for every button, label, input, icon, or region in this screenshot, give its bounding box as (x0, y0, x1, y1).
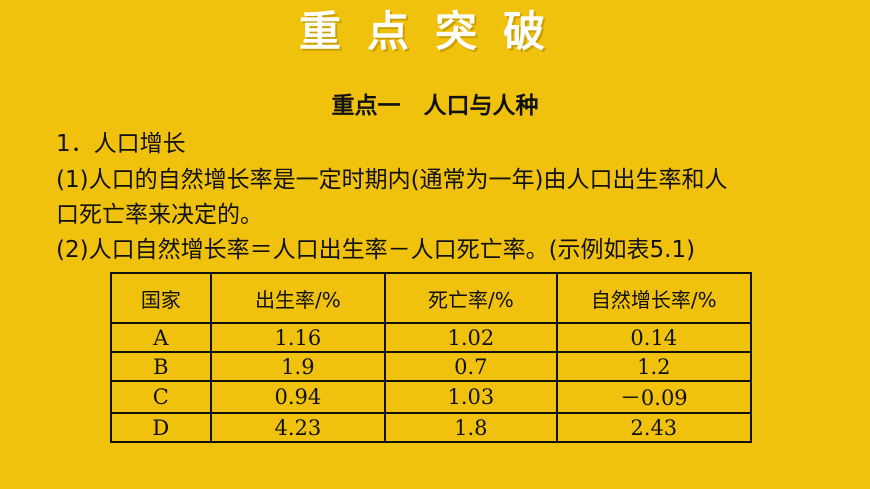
table-cell: 4.23 (209, 412, 387, 443)
table-cell: 2.43 (555, 412, 753, 443)
paragraph-line-3: (2)人口自然增长率＝人口出生率－人口死亡率。(示例如表5.1) (56, 237, 696, 263)
table-cell: －0.09 (555, 380, 753, 414)
table-row: C 0.94 1.03 －0.09 (110, 380, 753, 414)
table-cell: 1.02 (384, 322, 558, 353)
table-cell: 1.9 (209, 351, 387, 382)
table-row: D 4.23 1.8 2.43 (110, 412, 753, 443)
table-cell: 0.7 (384, 351, 558, 382)
table-cell: C (110, 380, 212, 414)
table-cell: 1.8 (384, 412, 558, 443)
table-cell: 1.03 (384, 380, 558, 414)
header-natural-growth-rate: 自然增长率/% (555, 272, 753, 324)
table-row: B 1.9 0.7 1.2 (110, 351, 753, 382)
table-cell: 1.16 (209, 322, 387, 353)
growth-rate-table: 国家 出生率/% 死亡率/% 自然增长率/% A 1.16 1.02 0.14 … (110, 272, 753, 443)
table-cell: 0.14 (555, 322, 753, 353)
paragraph-line-2: 口死亡率来决定的。 (56, 202, 263, 228)
table-cell: B (110, 351, 212, 382)
page-banner-title: 重点突破 (298, 7, 571, 56)
header-death-rate: 死亡率/% (384, 272, 558, 324)
header-birth-rate: 出生率/% (209, 272, 387, 324)
heading-population-growth: 1．人口增长 (56, 131, 186, 157)
table-header-row: 国家 出生率/% 死亡率/% 自然增长率/% (110, 272, 753, 324)
table-cell: A (110, 322, 212, 353)
header-country: 国家 (110, 272, 212, 324)
section-subtitle: 重点一 人口与人种 (331, 92, 539, 119)
table-cell: 0.94 (209, 380, 387, 414)
paragraph-line-1: (1)人口的自然增长率是一定时期内(通常为一年)由人口出生率和人 (56, 167, 728, 193)
table-row: A 1.16 1.02 0.14 (110, 322, 753, 353)
table-cell: 1.2 (555, 351, 753, 382)
table-cell: D (110, 412, 212, 443)
